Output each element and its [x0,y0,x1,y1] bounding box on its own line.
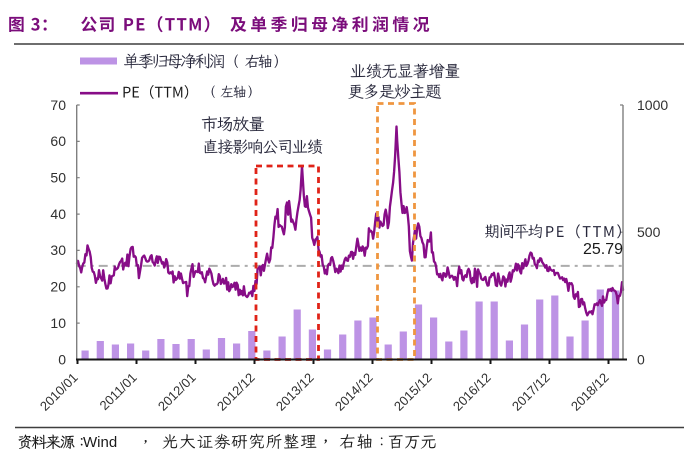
svg-text:Wind: Wind [83,434,117,451]
svg-text:20: 20 [50,279,66,295]
svg-text:0: 0 [58,351,66,367]
svg-text:25.79: 25.79 [583,241,623,258]
svg-text:500: 500 [637,224,661,240]
svg-text:60: 60 [50,133,66,149]
svg-text:0: 0 [637,351,645,367]
svg-text:30: 30 [50,242,66,258]
svg-text:1000: 1000 [637,97,668,113]
svg-text:40: 40 [50,206,66,222]
svg-text:70: 70 [50,97,66,113]
svg-text:10: 10 [50,315,66,331]
svg-text:50: 50 [50,170,66,186]
